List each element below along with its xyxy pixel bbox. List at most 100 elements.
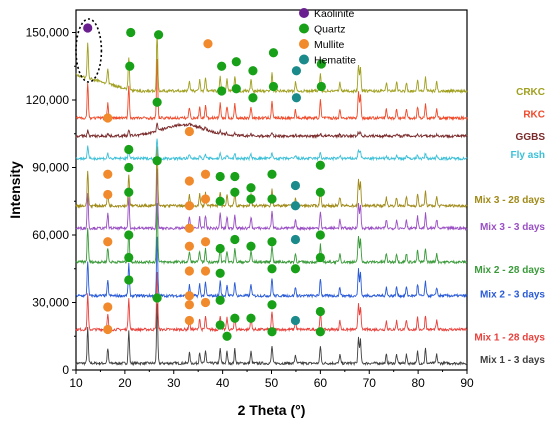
quartz-marker: [230, 234, 240, 245]
quartz-marker: [248, 93, 258, 103]
series-line: [75, 168, 468, 232]
x-tick-label: 70: [363, 376, 377, 390]
x-tick-label: 60: [314, 376, 328, 390]
quartz-marker: [217, 61, 227, 71]
quartz-legend-marker: [299, 23, 309, 34]
quartz-marker: [215, 171, 225, 182]
quartz-marker: [315, 160, 325, 170]
mullite-legend-marker: [299, 39, 309, 49]
quartz-marker: [248, 66, 258, 76]
y-tick-label: 30,000: [32, 296, 69, 310]
series-line: [75, 271, 467, 333]
y-tick-label: 0: [62, 363, 69, 377]
quartz-marker: [316, 59, 326, 69]
x-tick-label: 30: [167, 376, 181, 390]
x-tick-label: 40: [216, 376, 230, 390]
quartz-marker: [267, 237, 277, 247]
legend-label: Kaolinite: [314, 8, 354, 20]
x-tick-label: 50: [265, 376, 279, 390]
hematite-marker: [290, 201, 301, 211]
mullite-marker: [200, 266, 211, 276]
series-label: Mix 2 - 28 days: [474, 265, 545, 276]
y-tick-label: 60,000: [32, 228, 69, 242]
mullite-marker: [184, 126, 194, 137]
mullite-marker: [103, 169, 113, 179]
quartz-marker: [315, 327, 325, 337]
legend-label: Mullite: [314, 39, 345, 51]
legend: Kaolinite Quartz Mullite Hematite: [299, 8, 356, 67]
kaolinite-highlight-ellipse: [75, 18, 103, 83]
series-line: [75, 58, 468, 122]
quartz-marker: [267, 264, 277, 274]
hematite-marker: [291, 66, 302, 76]
series-label: Mix 2 - 3 days: [480, 290, 545, 301]
mullite-marker: [200, 169, 211, 179]
quartz-marker: [315, 306, 325, 317]
series-line: [75, 122, 468, 139]
series-label-layer: Mix 1 - 3 days Mix 1 - 28 days Mix 2 - 3 d…: [474, 87, 545, 366]
x-tick-label: 20: [118, 376, 132, 390]
quartz-marker: [231, 84, 241, 94]
y-tick-label: 120,000: [26, 93, 70, 107]
series-line: [75, 236, 468, 299]
series-line: [75, 33, 468, 95]
hematite-marker: [290, 234, 301, 245]
quartz-marker: [215, 320, 225, 330]
quartz-marker: [246, 313, 256, 323]
quartz-marker: [124, 144, 134, 155]
quartz-marker: [124, 275, 134, 285]
quartz-marker: [315, 252, 325, 263]
x-tick-label: 80: [411, 376, 425, 390]
series-label: Mix 1 - 28 days: [474, 332, 545, 343]
series-line: [75, 146, 468, 209]
quartz-marker: [267, 327, 277, 337]
mullite-marker: [200, 237, 211, 247]
mullite-marker: [184, 291, 194, 301]
y-tick-label: 150,000: [26, 26, 70, 40]
quartz-marker: [124, 230, 134, 240]
hematite-marker: [291, 93, 302, 103]
quartz-marker: [217, 86, 227, 96]
hematite-marker: [290, 180, 301, 191]
series-layer: [75, 33, 468, 367]
quartz-marker: [215, 295, 225, 305]
x-tick-label: 90: [460, 376, 474, 390]
series-label: Mix 3 - 28 days: [474, 195, 545, 206]
mullite-marker: [184, 241, 194, 251]
quartz-marker: [230, 187, 240, 197]
y-tick-label: 90,000: [32, 161, 69, 175]
quartz-marker: [124, 162, 134, 173]
quartz-marker: [215, 268, 225, 278]
quartz-marker: [246, 241, 256, 251]
x-tick-label: 10: [69, 376, 83, 390]
mullite-marker: [200, 194, 211, 204]
quartz-marker: [124, 252, 134, 263]
mullite-marker: [103, 189, 113, 200]
series-label: Mix 1 - 3 days: [480, 355, 545, 366]
mullite-marker: [184, 266, 194, 276]
kaolinite-legend-marker: [299, 8, 309, 18]
mullite-marker: [184, 315, 194, 326]
legend-label: Quartz: [314, 24, 346, 36]
quartz-marker: [125, 61, 135, 71]
series-label: Fly ash: [511, 150, 545, 161]
series-line: [75, 138, 468, 162]
legend-label: Hematite: [314, 55, 356, 67]
mullite-marker: [203, 39, 213, 49]
y-axis-ticks: 0 30,000 60,000 90,000 120,000 150,000: [26, 26, 76, 377]
series-label: GGBS: [516, 132, 546, 143]
quartz-marker: [152, 97, 162, 107]
mullite-marker: [184, 223, 194, 233]
hematite-marker: [290, 315, 301, 326]
quartz-marker: [230, 313, 240, 323]
mullite-marker: [103, 237, 113, 247]
quartz-marker: [222, 331, 232, 341]
mullite-marker: [184, 201, 194, 211]
quartz-marker: [246, 194, 256, 204]
series-line: [75, 203, 468, 266]
series-label: CRKC: [516, 87, 545, 98]
series-label: Mix 3 - 3 days: [480, 222, 545, 233]
quartz-marker: [152, 156, 162, 166]
quartz-marker: [231, 57, 241, 67]
